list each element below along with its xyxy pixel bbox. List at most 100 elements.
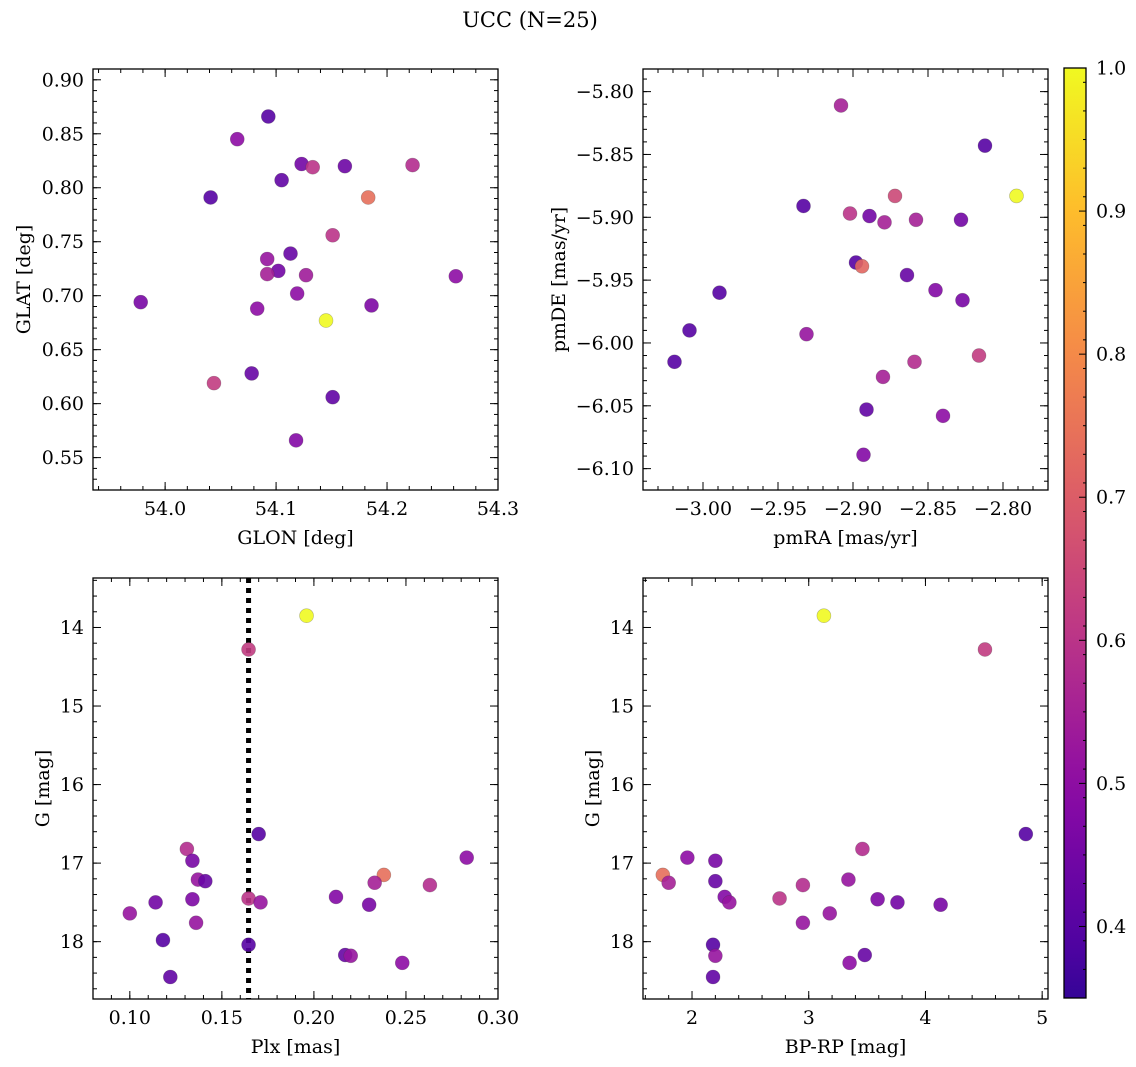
panels: 54.0 54.1 54.2 54.3 0.55 0.60 0.65 0.70 0.75 0.80… (13, 68, 1049, 1058)
colorbar-tick-label: 0.9 (1096, 201, 1126, 223)
data-point (328, 889, 344, 905)
colorbar-tick-label: 0.5 (1096, 773, 1126, 795)
data-point (288, 433, 304, 448)
y-tick-label: 0.85 (42, 123, 84, 145)
data-point (299, 608, 314, 624)
data-point (259, 266, 275, 282)
data-point (667, 354, 682, 370)
x-axis-label: GLON [deg] (237, 527, 353, 549)
data-point (325, 389, 340, 405)
data-point (795, 877, 811, 893)
x-tick-label: −2.85 (899, 498, 957, 520)
data-point (953, 212, 969, 228)
x-tick-label: 54.0 (144, 498, 186, 520)
data-point (708, 853, 723, 869)
data-point (772, 891, 787, 906)
data-point (364, 298, 379, 313)
data-point (795, 915, 811, 931)
axes-frame (642, 68, 1049, 491)
y-tick-label: 0.90 (42, 69, 84, 91)
data-point (251, 826, 266, 842)
data-point (229, 131, 245, 147)
data-point (133, 294, 149, 310)
data-point (459, 850, 475, 865)
x-tick-label: 0.30 (477, 1007, 519, 1029)
x-tick-label: 54.2 (366, 498, 408, 520)
data-point (405, 157, 420, 173)
colorbar-tick-label: 0.4 (1096, 916, 1126, 938)
data-point (708, 948, 723, 964)
data-point (842, 206, 858, 221)
x-tick-label: −3.00 (674, 498, 732, 520)
axes-frame (92, 68, 499, 491)
panel-glon-glat: 54.0 54.1 54.2 54.3 0.55 0.60 0.65 0.70 0.75 0.80… (13, 68, 519, 549)
x-tick-label: −2.95 (749, 498, 807, 520)
y-tick-label: 16 (610, 774, 634, 796)
data-point (360, 190, 376, 205)
axes-frame (92, 577, 499, 1000)
x-tick-label: 0.10 (109, 1007, 151, 1029)
colorbar-tick-label: 0.8 (1096, 344, 1126, 366)
data-point (155, 932, 171, 948)
data-point (185, 853, 200, 869)
data-point (305, 159, 320, 175)
y-tick-label: 16 (60, 774, 84, 796)
data-point (887, 188, 903, 204)
data-point (376, 867, 392, 883)
data-point (422, 877, 438, 893)
x-tick-label: 4 (919, 1007, 931, 1029)
data-point (833, 98, 849, 113)
colorbar-gradient (1064, 68, 1086, 998)
plot-area (655, 608, 1034, 985)
data-point (448, 268, 464, 284)
data-point (179, 841, 195, 857)
data-point (325, 227, 340, 243)
y-tick-label: 18 (60, 931, 84, 953)
data-point (367, 875, 382, 891)
data-point (955, 292, 970, 308)
y-tick-label: −5.95 (576, 270, 634, 292)
data-point (841, 872, 856, 887)
data-point (842, 955, 857, 971)
data-point (1009, 188, 1024, 204)
data-point (680, 850, 695, 865)
data-point (859, 402, 874, 417)
data-point (163, 969, 178, 985)
data-point (253, 895, 268, 910)
data-point (928, 282, 943, 298)
data-point (822, 906, 838, 921)
y-axis-label: G [mag] (32, 750, 54, 828)
x-tick-label: 0.25 (385, 1007, 427, 1029)
data-point (283, 246, 298, 261)
data-point (197, 873, 213, 889)
x-tick-label: 0.20 (293, 1007, 335, 1029)
y-tick-label: 0.80 (42, 177, 84, 199)
data-point (188, 915, 204, 931)
data-point (298, 267, 314, 283)
y-axis-label: pmDE [mas/yr] (548, 207, 570, 352)
y-tick-label: 17 (610, 853, 634, 875)
minor-ticks (93, 68, 499, 490)
data-point (722, 895, 737, 910)
data-point (875, 369, 891, 385)
y-tick-label: 15 (610, 696, 634, 718)
x-tick-label: 0.15 (201, 1007, 243, 1029)
data-point (796, 198, 811, 214)
data-point (816, 608, 832, 624)
y-tick-label: 14 (60, 617, 84, 639)
data-point (907, 354, 922, 370)
data-point (977, 642, 993, 657)
minor-ticks (643, 578, 1048, 999)
data-point (708, 873, 723, 889)
data-point (259, 251, 275, 267)
data-point (661, 875, 676, 891)
colorbar-frame (1063, 67, 1087, 999)
data-point (935, 408, 951, 424)
y-tick-label: 0.75 (42, 231, 84, 253)
data-point (249, 301, 265, 316)
data-point (682, 323, 697, 338)
panel-plx-g: 0.10 0.15 0.20 0.25 0.30 14 15 16 17 18 Plx [mas] G… (32, 577, 519, 1058)
y-tick-label: −5.85 (576, 144, 634, 166)
data-point (908, 212, 924, 228)
